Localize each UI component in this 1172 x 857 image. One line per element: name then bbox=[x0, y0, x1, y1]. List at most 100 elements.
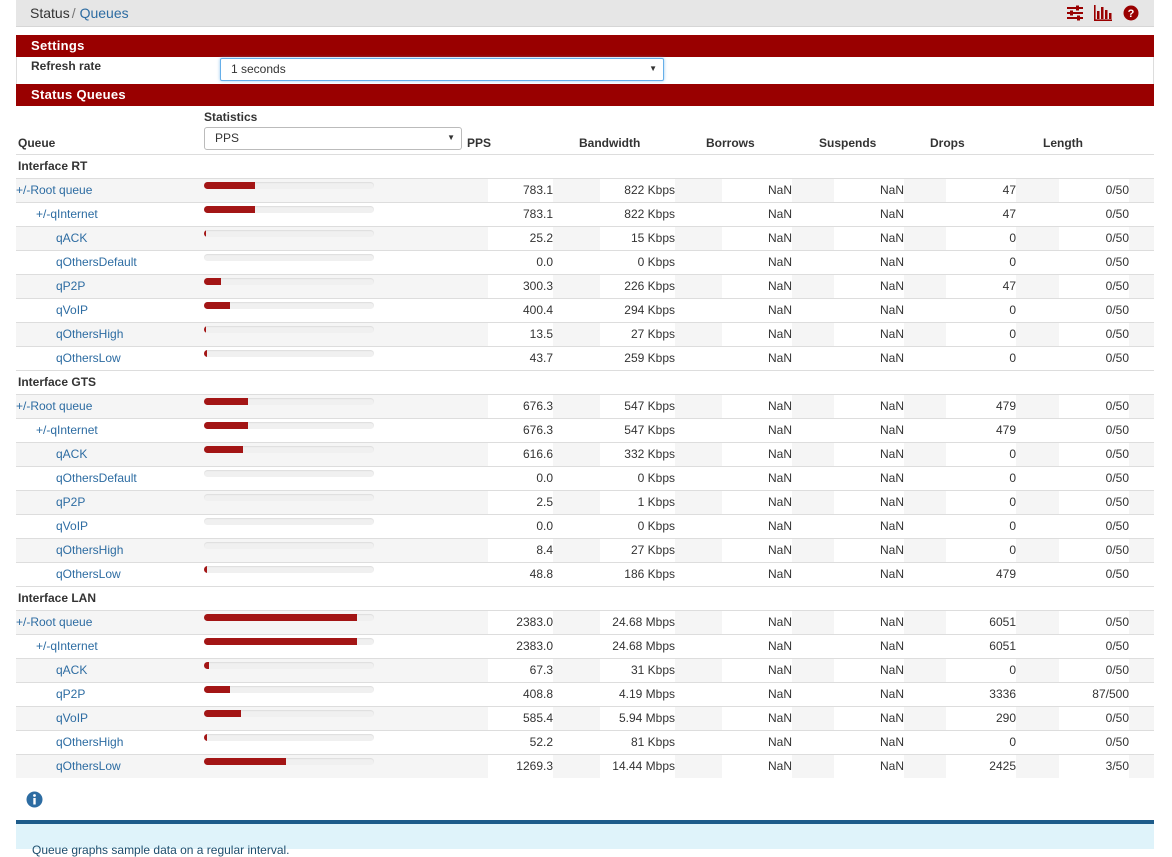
queue-name-link[interactable]: qOthersHigh bbox=[56, 327, 124, 341]
queue-usage-bar-fill bbox=[204, 182, 255, 189]
statistics-label: Statistics bbox=[204, 110, 258, 124]
cell-pps: 0.0 bbox=[488, 251, 553, 274]
cell-length: 0/50 bbox=[1059, 659, 1129, 682]
cell-length: 0/50 bbox=[1059, 443, 1129, 466]
queue-name-link[interactable]: qP2P bbox=[56, 687, 86, 701]
queue-name-link[interactable]: +/-qInternet bbox=[36, 423, 98, 437]
cell-pps: 400.4 bbox=[488, 299, 553, 322]
queue-usage-bar-fill bbox=[204, 662, 210, 669]
queue-usage-bar-fill bbox=[204, 686, 230, 693]
cell-bandwidth: 0 Kbps bbox=[600, 467, 675, 490]
cell-suspends: NaN bbox=[834, 395, 904, 418]
queue-name-link[interactable]: +/-Root queue bbox=[16, 183, 93, 197]
sliders-icon[interactable] bbox=[1066, 5, 1084, 21]
cell-bandwidth: 27 Kbps bbox=[600, 323, 675, 346]
cell-pps: 0.0 bbox=[488, 515, 553, 538]
breadcrumb-separator: / bbox=[71, 5, 76, 21]
cell-drops: 0 bbox=[946, 299, 1016, 322]
bar-chart-icon[interactable] bbox=[1094, 5, 1112, 21]
queue-name-link[interactable]: qOthersHigh bbox=[56, 735, 124, 749]
cell-drops: 6051 bbox=[946, 611, 1016, 634]
cell-bandwidth: 81 Kbps bbox=[600, 731, 675, 754]
interface-name: Interface GTS bbox=[18, 375, 97, 389]
cell-bandwidth: 24.68 Mbps bbox=[600, 635, 675, 658]
queue-name-link[interactable]: qOthersLow bbox=[56, 567, 121, 581]
statistics-select[interactable]: PPS ▼ bbox=[204, 127, 462, 150]
cell-suspends: NaN bbox=[834, 515, 904, 538]
queue-usage-bar bbox=[204, 398, 374, 405]
cell-suspends: NaN bbox=[834, 419, 904, 442]
cell-pps: 2383.0 bbox=[488, 611, 553, 634]
cell-bandwidth: 1 Kbps bbox=[600, 491, 675, 514]
queue-name-link[interactable]: qOthersHigh bbox=[56, 543, 124, 557]
cell-drops: 0 bbox=[946, 467, 1016, 490]
queue-usage-bar bbox=[204, 566, 374, 573]
cell-pps: 2383.0 bbox=[488, 635, 553, 658]
status-queues-title: Status Queues bbox=[16, 84, 1154, 106]
queue-name-link[interactable]: qACK bbox=[56, 663, 88, 677]
breadcrumb-status[interactable]: Status bbox=[30, 5, 70, 21]
col-queue: Queue bbox=[18, 136, 56, 150]
cell-borrows: NaN bbox=[722, 659, 792, 682]
cell-suspends: NaN bbox=[834, 491, 904, 514]
queue-usage-bar bbox=[204, 326, 374, 333]
queue-name-link[interactable]: qOthersDefault bbox=[56, 255, 137, 269]
cell-pps: 48.8 bbox=[488, 563, 553, 586]
cell-bandwidth: 226 Kbps bbox=[600, 275, 675, 298]
refresh-rate-value: 1 seconds bbox=[231, 62, 286, 76]
refresh-rate-label: Refresh rate bbox=[31, 59, 102, 73]
queue-name-link[interactable]: +/-Root queue bbox=[16, 615, 93, 629]
cell-bandwidth: 4.19 Mbps bbox=[600, 683, 675, 706]
queue-name-link[interactable]: qP2P bbox=[56, 495, 86, 509]
queue-name-link[interactable]: qVoIP bbox=[56, 519, 89, 533]
cell-borrows: NaN bbox=[722, 515, 792, 538]
cell-borrows: NaN bbox=[722, 251, 792, 274]
queue-name-link[interactable]: qACK bbox=[56, 231, 88, 245]
queue-name-link[interactable]: qOthersLow bbox=[56, 351, 121, 365]
queue-name-link[interactable]: qP2P bbox=[56, 279, 86, 293]
cell-pps: 585.4 bbox=[488, 707, 553, 730]
cell-length: 3/50 bbox=[1059, 755, 1129, 778]
cell-bandwidth: 822 Kbps bbox=[600, 203, 675, 226]
queue-name-link[interactable]: +/-qInternet bbox=[36, 207, 98, 221]
queue-usage-bar-fill bbox=[204, 398, 249, 405]
cell-suspends: NaN bbox=[834, 683, 904, 706]
help-circle-icon[interactable]: ? bbox=[1122, 5, 1140, 21]
cell-bandwidth: 259 Kbps bbox=[600, 347, 675, 370]
refresh-rate-select[interactable]: 1 seconds ▼ bbox=[220, 58, 664, 81]
cell-bandwidth: 332 Kbps bbox=[600, 443, 675, 466]
cell-pps: 67.3 bbox=[488, 659, 553, 682]
queue-usage-bar-fill bbox=[204, 566, 208, 573]
queue-name-link[interactable]: qACK bbox=[56, 447, 88, 461]
col-pps: PPS bbox=[467, 136, 492, 150]
cell-length: 0/50 bbox=[1059, 347, 1129, 370]
col-suspends: Suspends bbox=[819, 136, 877, 150]
queue-name-link[interactable]: +/-qInternet bbox=[36, 639, 98, 653]
queue-usage-bar bbox=[204, 662, 374, 669]
breadcrumb: Status / Queues bbox=[30, 5, 129, 21]
cell-bandwidth: 31 Kbps bbox=[600, 659, 675, 682]
queue-name-link[interactable]: qOthersDefault bbox=[56, 471, 137, 485]
cell-bandwidth: 5.94 Mbps bbox=[600, 707, 675, 730]
info-callout-text: Queue graphs sample data on a regular in… bbox=[32, 843, 290, 857]
breadcrumb-queues[interactable]: Queues bbox=[79, 5, 129, 21]
queue-name-link[interactable]: qVoIP bbox=[56, 303, 89, 317]
queue-name-link[interactable]: qOthersLow bbox=[56, 759, 121, 773]
cell-length: 0/50 bbox=[1059, 323, 1129, 346]
cell-suspends: NaN bbox=[834, 755, 904, 778]
queue-usage-bar-fill bbox=[204, 710, 242, 717]
cell-drops: 479 bbox=[946, 419, 1016, 442]
queue-name-link[interactable]: qVoIP bbox=[56, 711, 89, 725]
info-callout: Queue graphs sample data on a regular in… bbox=[16, 820, 1154, 857]
cell-drops: 0 bbox=[946, 347, 1016, 370]
info-icon[interactable] bbox=[26, 791, 43, 808]
cell-borrows: NaN bbox=[722, 299, 792, 322]
settings-panel-title: Settings bbox=[16, 35, 1154, 57]
cell-borrows: NaN bbox=[722, 539, 792, 562]
queue-name-link[interactable]: +/-Root queue bbox=[16, 399, 93, 413]
cell-bandwidth: 24.68 Mbps bbox=[600, 611, 675, 634]
cell-borrows: NaN bbox=[722, 467, 792, 490]
cell-length: 0/50 bbox=[1059, 539, 1129, 562]
queue-usage-bar-fill bbox=[204, 278, 221, 285]
cell-suspends: NaN bbox=[834, 347, 904, 370]
